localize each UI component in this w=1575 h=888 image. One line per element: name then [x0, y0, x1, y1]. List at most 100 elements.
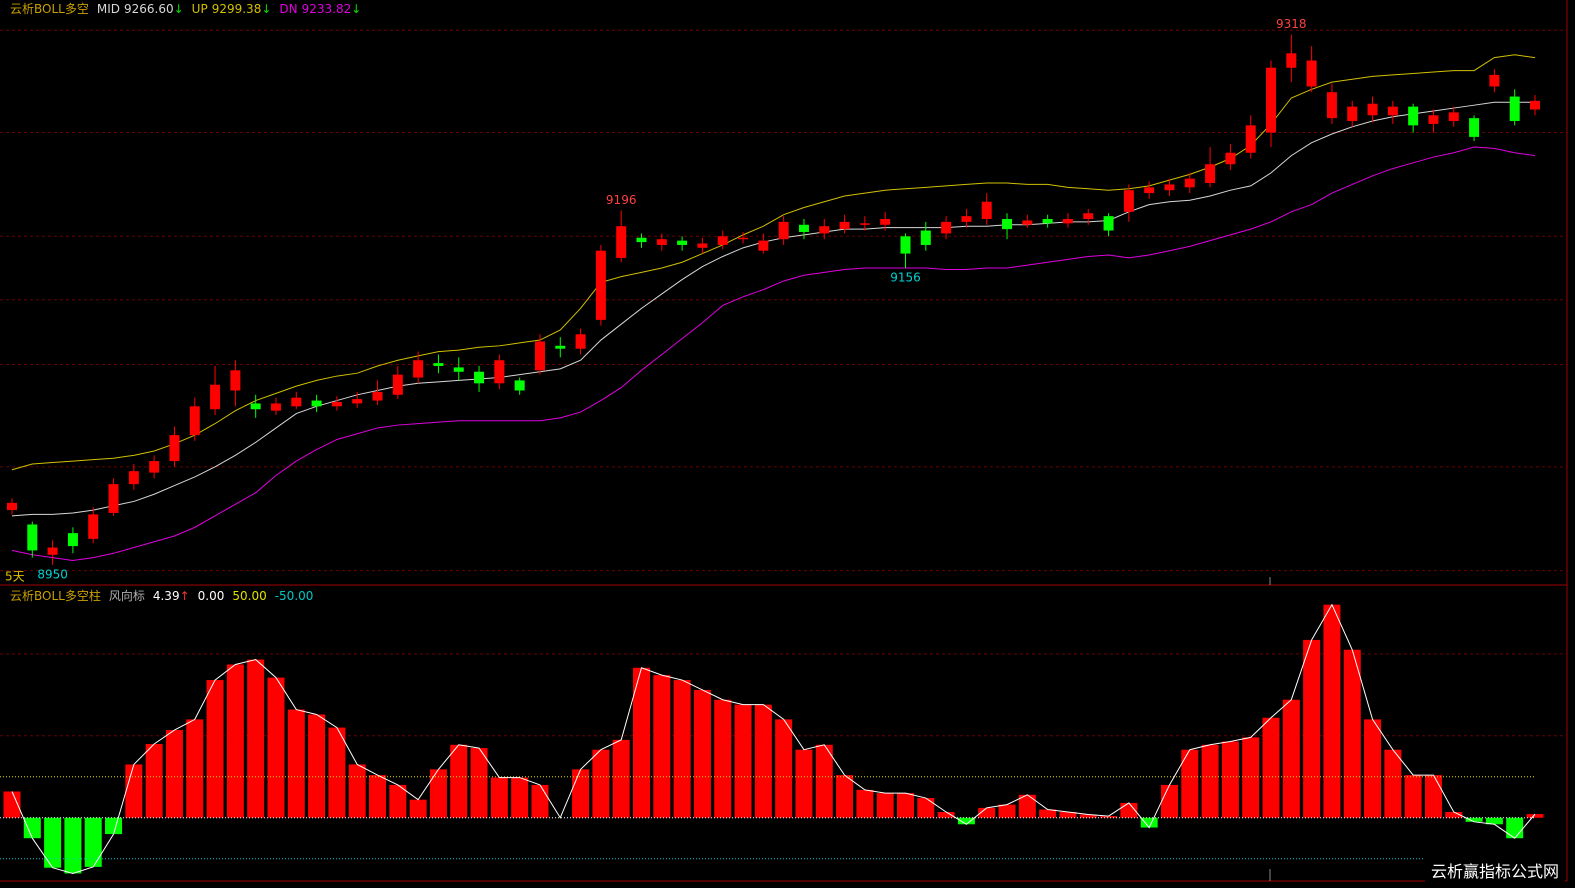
candle-body — [616, 226, 627, 258]
candle-body — [128, 471, 139, 485]
bar — [1120, 802, 1138, 818]
bar — [1079, 814, 1097, 818]
indicator-item: UP 9299.38↓ — [192, 2, 272, 16]
candle-body — [210, 384, 221, 410]
candle-body — [1326, 92, 1337, 119]
bar — [1384, 749, 1402, 818]
price-annotation: 8950 — [37, 567, 68, 581]
boll-line — [11, 54, 1536, 471]
price-annotation: 9156 — [890, 271, 921, 285]
candle-body — [27, 524, 38, 551]
candle-body — [1530, 100, 1540, 110]
bar — [1039, 809, 1057, 818]
candle-body — [839, 221, 850, 230]
bar — [287, 709, 305, 818]
candle-body — [819, 226, 830, 234]
bar — [44, 817, 62, 868]
bar — [795, 749, 813, 818]
candle-body — [1428, 115, 1439, 124]
bar — [1343, 649, 1361, 818]
bar — [1059, 811, 1077, 818]
bar — [693, 689, 711, 818]
bar — [531, 784, 549, 818]
bar — [490, 777, 508, 818]
candle-body — [433, 363, 444, 366]
bar — [1262, 717, 1280, 818]
bar — [308, 714, 326, 818]
bar — [1506, 817, 1524, 839]
sub-header: 云析BOLL多空柱 风向标 4.39↑ 0.00 50.00 -50.00 — [10, 587, 313, 604]
bar — [673, 680, 691, 818]
candle-body — [961, 216, 972, 222]
candle-body — [1144, 187, 1155, 194]
indicator-item: DN 9233.82↓ — [279, 2, 361, 16]
price-annotation: 9196 — [606, 193, 637, 207]
bar — [1424, 775, 1442, 818]
candle-body — [1245, 125, 1256, 153]
candle-body — [311, 400, 322, 407]
bar — [511, 777, 529, 818]
candle-body — [7, 502, 17, 511]
bar — [389, 784, 407, 818]
candle-body — [108, 484, 119, 513]
candle-body — [880, 219, 891, 225]
bar — [592, 749, 610, 818]
period-label: 5天 — [5, 570, 25, 584]
candle-body — [494, 360, 505, 384]
candle-body — [149, 461, 160, 473]
candle-body — [291, 397, 302, 407]
bar — [1160, 784, 1178, 818]
candle-body — [738, 237, 749, 240]
candle-body — [555, 345, 566, 349]
candle-body — [514, 380, 525, 391]
candle-body — [189, 406, 200, 436]
bar — [876, 793, 894, 818]
indicator-value: 9266.60 — [123, 1, 174, 16]
candle-body — [1205, 164, 1216, 183]
bar — [815, 744, 833, 818]
bar — [896, 793, 914, 818]
bar — [1242, 737, 1260, 818]
ref-label: 0.00 — [197, 588, 225, 603]
candle-body — [392, 374, 403, 395]
candle-body — [900, 236, 911, 254]
bar — [836, 775, 854, 818]
indicator-value: 9233.82 — [301, 1, 352, 16]
candle-body — [372, 391, 383, 401]
bar — [1282, 699, 1300, 818]
bar — [186, 719, 204, 818]
bar — [206, 680, 224, 818]
candle-body — [1509, 96, 1520, 122]
bar — [470, 748, 488, 818]
candle-body — [1103, 216, 1114, 231]
bar — [226, 664, 244, 818]
indicator-item: MID 9266.60↓ — [97, 2, 184, 16]
bar — [1018, 794, 1036, 818]
bar — [1364, 719, 1382, 818]
candle-body — [1042, 219, 1053, 224]
bar — [754, 704, 772, 818]
bar — [369, 775, 387, 818]
candle-body — [656, 239, 667, 245]
bar — [1221, 741, 1239, 818]
candle-body — [331, 402, 342, 407]
bar — [409, 799, 427, 818]
bar — [429, 769, 447, 818]
bar — [714, 699, 732, 818]
main-header: 云析BOLL多空 MID 9266.60↓ UP 9299.38↓ DN 9233.82↓ — [10, 0, 361, 17]
candle-body — [636, 237, 647, 243]
bar — [1485, 817, 1503, 825]
bar — [957, 817, 975, 825]
bar — [145, 743, 163, 818]
bar — [937, 811, 955, 818]
indicator-title: 云析BOLL多空 — [10, 2, 89, 16]
price-annotation: 9318 — [1276, 17, 1307, 31]
bar — [1201, 744, 1219, 818]
ref-label: 50.00 — [232, 588, 267, 603]
candle-body — [1266, 67, 1277, 133]
candle-body — [474, 371, 485, 384]
candle-body — [1164, 184, 1175, 191]
bar — [64, 817, 82, 874]
trend-arrow: ↓ — [173, 1, 184, 16]
candle-body — [941, 221, 952, 234]
